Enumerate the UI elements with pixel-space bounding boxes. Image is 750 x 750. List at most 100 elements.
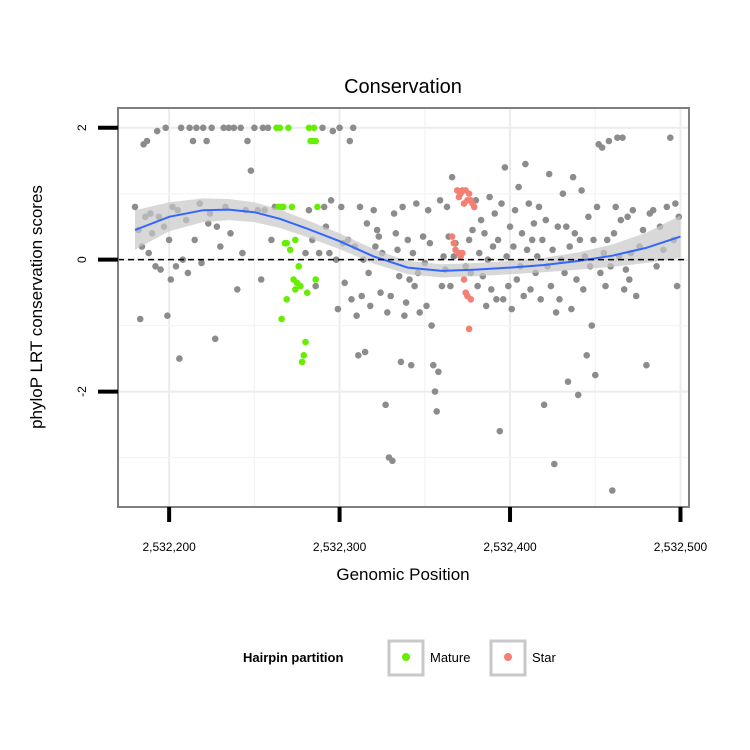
- legend-title: Hairpin partition: [243, 650, 343, 665]
- smooth-confidence-band: [135, 198, 681, 278]
- data-point-other: [375, 233, 383, 240]
- data-point-other: [552, 309, 560, 316]
- data-point-other: [672, 200, 679, 207]
- data-point-other: [573, 276, 580, 283]
- data-point-other: [413, 200, 420, 207]
- data-point-other: [365, 269, 372, 277]
- data-point-other: [302, 249, 309, 257]
- data-point-mature: [285, 124, 292, 132]
- data-point-other: [227, 230, 234, 237]
- data-point-other: [370, 206, 378, 214]
- data-point-other: [443, 203, 451, 211]
- data-point-other: [329, 127, 337, 135]
- data-point-mature: [300, 352, 308, 359]
- data-point-other: [257, 276, 265, 283]
- data-point-other: [199, 124, 207, 132]
- data-point-other: [542, 216, 550, 224]
- data-point-other: [525, 200, 533, 207]
- data-point-other: [268, 236, 275, 244]
- data-point-mature: [310, 124, 318, 132]
- data-point-mature: [283, 296, 291, 303]
- legend-label-star: Star: [532, 650, 557, 665]
- data-point-other: [336, 124, 343, 132]
- data-point-mature: [305, 124, 313, 132]
- data-point-other: [477, 216, 485, 224]
- data-point-other: [145, 249, 152, 257]
- data-point-other: [164, 312, 171, 320]
- data-point-other: [673, 282, 681, 290]
- data-point-other: [649, 206, 657, 214]
- data-point-mature: [302, 338, 309, 346]
- data-point-mature: [312, 276, 320, 283]
- data-point-mature: [295, 263, 303, 270]
- data-point-other: [239, 249, 246, 257]
- data-point-mature: [298, 358, 306, 366]
- data-point-mature: [276, 124, 284, 132]
- data-point-other: [667, 134, 674, 141]
- data-point-mature: [288, 203, 296, 211]
- data-point-other: [551, 460, 558, 468]
- data-point-star: [467, 296, 475, 303]
- data-point-other: [193, 124, 200, 132]
- data-point-other: [482, 302, 490, 310]
- data-point-other: [390, 210, 398, 217]
- data-point-other: [177, 124, 185, 132]
- data-point-other: [152, 263, 159, 270]
- data-point-other: [535, 203, 543, 211]
- data-point-other: [626, 276, 633, 283]
- data-point-star: [465, 325, 473, 333]
- data-point-other: [476, 249, 483, 257]
- data-point-other: [522, 160, 529, 168]
- data-point-mature: [312, 137, 320, 145]
- data-point-other: [431, 388, 439, 395]
- data-point-other: [583, 352, 590, 359]
- data-point-other: [493, 296, 500, 303]
- data-point-other: [220, 124, 227, 132]
- data-point-mature: [297, 282, 304, 290]
- data-point-other: [225, 124, 233, 132]
- data-point-other: [609, 487, 616, 494]
- data-point-other: [506, 223, 514, 230]
- data-point-other: [136, 315, 144, 323]
- data-point-other: [447, 282, 454, 290]
- data-point-other: [610, 230, 618, 237]
- data-point-other: [332, 256, 340, 264]
- data-point-other: [419, 233, 427, 240]
- data-point-other: [409, 249, 417, 257]
- data-point-other: [563, 223, 570, 230]
- data-point-other: [501, 164, 509, 171]
- data-point-other: [588, 322, 596, 329]
- data-point-other: [426, 239, 434, 247]
- y-tick-label: -2: [75, 386, 89, 397]
- data-point-other: [620, 286, 628, 293]
- data-point-other: [305, 206, 313, 214]
- data-point-other: [384, 309, 391, 316]
- data-point-other: [348, 296, 355, 303]
- data-point-other: [176, 355, 183, 362]
- data-point-other: [404, 236, 412, 244]
- x-tick-label: 2,532,200: [142, 540, 196, 554]
- data-point-other: [334, 305, 342, 313]
- data-point-other: [496, 427, 504, 435]
- data-point-other: [440, 253, 447, 260]
- data-point-other: [353, 312, 360, 320]
- data-point-other: [561, 269, 568, 277]
- data-point-other: [568, 305, 575, 313]
- data-point-other: [603, 236, 611, 244]
- data-point-other: [373, 226, 381, 234]
- data-point-other: [488, 286, 495, 293]
- data-point-other: [315, 249, 323, 257]
- data-point-other: [566, 243, 573, 250]
- y-tick-label: 2: [75, 124, 89, 131]
- data-point-star: [448, 233, 456, 240]
- data-point-other: [165, 236, 173, 244]
- data-point-other: [244, 137, 251, 145]
- data-point-other: [428, 322, 435, 329]
- data-point-other: [213, 223, 221, 230]
- data-point-other: [465, 236, 473, 244]
- data-point-other: [513, 276, 521, 283]
- data-point-other: [622, 266, 630, 273]
- data-point-other: [184, 269, 192, 277]
- data-point-mature: [286, 246, 294, 254]
